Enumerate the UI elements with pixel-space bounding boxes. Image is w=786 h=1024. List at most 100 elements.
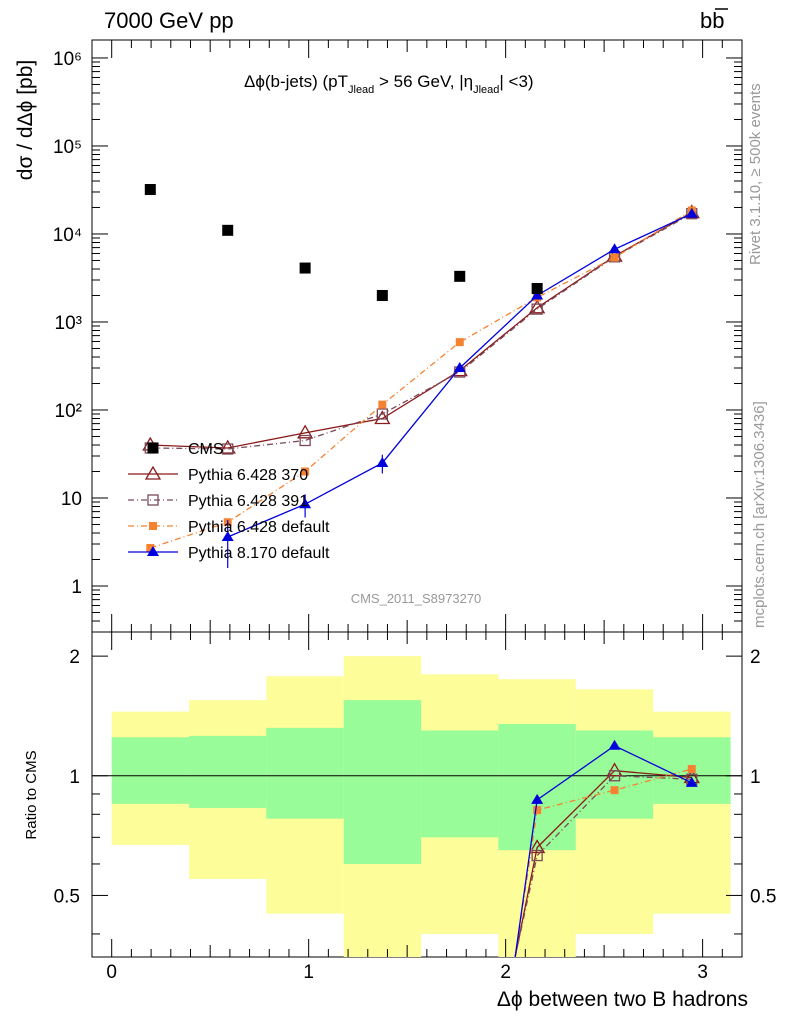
ratio-y-tick-label: 2 — [69, 647, 80, 668]
bottom-y-ticks: 0.5 0.5 1 1 2 2 — [54, 647, 776, 935]
inner-band — [189, 735, 267, 808]
ratio-point — [608, 770, 621, 782]
data-point — [376, 456, 389, 467]
inner-band — [266, 727, 344, 819]
cms-point — [454, 270, 466, 282]
x-tick-label: 1 — [303, 962, 314, 983]
analysis-watermark: CMS_2011_S8973270 — [351, 591, 482, 606]
legend-marker — [149, 522, 157, 530]
data-point — [685, 207, 698, 218]
legend-marker — [144, 465, 162, 480]
ratio-point — [533, 806, 542, 815]
y-axis-label: dσ / dΔϕ [pb] — [14, 60, 37, 180]
legend-label: Pythia 6.428 391 — [188, 493, 308, 510]
ratio-y-tick-label: 2 — [750, 647, 761, 668]
legend-item: Pythia 8.170 default — [128, 545, 330, 562]
inner-band — [111, 737, 190, 804]
cms-point — [376, 289, 388, 301]
legend-item: CMS — [147, 441, 224, 458]
inner-band — [343, 700, 422, 864]
ratio-point — [531, 849, 543, 862]
ratio-y-tick-label: 1 — [750, 767, 761, 788]
cms-point — [299, 262, 311, 274]
ratio-line — [514, 744, 693, 958]
legend-item: Pythia 6.428 370 — [128, 465, 308, 484]
ratio-plot-panel: 0.5 0.5 1 1 2 2 0 1 2 3 Ratio to CMS Δϕ between … — [23, 631, 776, 1011]
series-pythia-8-170-default — [221, 207, 698, 569]
data-point — [610, 253, 619, 262]
ratio-series-pythia-8-170-default — [514, 739, 698, 958]
data-point — [299, 434, 311, 447]
rivet-label: Rivet 3.1.10, ≥ 500k events — [747, 83, 764, 265]
legend-marker — [147, 494, 159, 506]
svg-text:bb: bb — [700, 8, 724, 33]
y-tick-label: 10 — [61, 489, 82, 510]
ratio-point — [687, 765, 696, 774]
data-point — [146, 544, 155, 553]
data-point — [222, 443, 234, 455]
ratio-point — [685, 776, 698, 787]
legend-item: Pythia 6.428 default — [128, 519, 330, 536]
data-point — [608, 243, 621, 254]
y-tick-label: 10³ — [55, 313, 82, 334]
ratio-point — [608, 739, 621, 750]
cms-point — [222, 224, 234, 236]
x-axis-label: Δϕ between two B hadrons — [497, 988, 748, 1011]
legend-label: Pythia 6.428 default — [188, 519, 330, 536]
inner-band — [421, 730, 499, 838]
energy-label: 7000 GeV pp — [104, 8, 234, 33]
data-point — [455, 338, 464, 347]
ratio-y-tick-label: 0.5 — [54, 886, 80, 907]
data-point — [299, 498, 312, 509]
top-x-ticks — [111, 40, 743, 632]
data-point — [378, 400, 387, 409]
legend-label: CMS — [188, 441, 224, 458]
series-line — [150, 209, 693, 549]
series-cms — [144, 184, 543, 301]
x-tick-label: 2 — [500, 962, 511, 983]
y-tick-label: 10⁴ — [53, 225, 82, 246]
ratio-point — [610, 786, 619, 795]
data-point — [221, 531, 234, 542]
legend-marker — [147, 546, 159, 556]
ratio-line — [514, 770, 692, 958]
data-point — [301, 467, 310, 476]
ratio-series-pythia-6-428-default — [514, 765, 696, 958]
data-point — [453, 361, 466, 372]
cms-point — [144, 184, 156, 196]
y-tick-label: 10² — [55, 401, 82, 422]
ratio-line — [514, 775, 692, 958]
plot-title: Δϕ(b-jets) (pTJlead > 56 GeV, |ηJlead| <… — [244, 72, 534, 96]
ratio-point — [529, 839, 546, 854]
data-point — [219, 439, 236, 454]
data-point — [296, 424, 314, 439]
cms-point — [531, 283, 543, 295]
bottom-x-ticks: 0 1 2 3 — [106, 632, 743, 983]
legend-label: Pythia 6.428 370 — [188, 467, 308, 484]
ratio-point — [606, 762, 623, 777]
process-label: bb — [700, 8, 728, 33]
x-tick-label: 0 — [106, 962, 117, 983]
data-point — [374, 410, 391, 425]
data-point — [531, 303, 543, 315]
data-point — [529, 299, 546, 314]
y-tick-label: 10⁶ — [53, 49, 82, 70]
legend-marker — [147, 442, 159, 454]
data-point — [376, 408, 388, 420]
top-y-ticks: 1 10 10² 10³ 10⁴ 10⁵ 10⁶ — [53, 49, 742, 633]
ratio-point — [531, 793, 544, 804]
legend: CMS Pythia 6.428 370 Pythia 6.428 391 Pythi… — [128, 441, 330, 562]
data-point — [531, 289, 544, 300]
x-tick-label: 3 — [697, 962, 708, 983]
ratio-line — [514, 768, 692, 958]
legend-item: Pythia 6.428 391 — [128, 493, 308, 510]
ratio-y-axis-label: Ratio to CMS — [23, 750, 40, 839]
ratio-y-tick-label: 0.5 — [750, 886, 776, 907]
ratio-series-group — [514, 739, 700, 958]
legend-label: Pythia 8.170 default — [188, 545, 330, 562]
mcplots-label: mcplots.cern.ch [arXiv:1306.3436] — [751, 401, 768, 628]
ratio-y-tick-label: 1 — [69, 767, 80, 788]
y-tick-label: 10⁵ — [53, 137, 82, 158]
top-series-group — [142, 184, 700, 569]
